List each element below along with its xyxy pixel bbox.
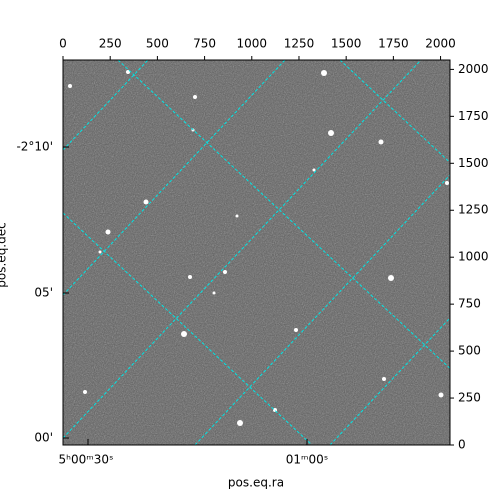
y-tick-label: 250 — [458, 391, 481, 405]
x-tick-label: 250 — [99, 37, 122, 51]
dec-tick-label: 05' — [34, 286, 53, 300]
sky-image — [63, 60, 450, 445]
y-axis-label: pos.eq.dec — [0, 222, 9, 287]
x-tick-label: 500 — [146, 37, 169, 51]
y-tick-label: 1500 — [458, 156, 489, 170]
x-tick-label: 1750 — [378, 37, 409, 51]
x-tick-label: 1500 — [331, 37, 362, 51]
x-tick-label: 0 — [59, 37, 67, 51]
y-tick-label: 1750 — [458, 109, 489, 123]
x-tick-label: 1250 — [284, 37, 315, 51]
y-tick-label: 0 — [458, 438, 466, 452]
x-tick-label: 2000 — [425, 37, 456, 51]
plot-frame — [62, 59, 451, 446]
y-tick-label: 1250 — [458, 203, 489, 217]
ra-tick-label: 01ᵐ00ˢ — [286, 453, 329, 467]
dec-tick-label: 00' — [34, 431, 53, 445]
x-tick-label: 1000 — [237, 37, 268, 51]
dec-tick-label: -2°10' — [16, 140, 53, 154]
wcs-grid — [63, 60, 450, 445]
y-tick-label: 750 — [458, 297, 481, 311]
wcs-ticks — [63, 146, 308, 445]
y-tick-label: 1000 — [458, 250, 489, 264]
stars — [68, 70, 449, 426]
ra-tick-label: 5ʰ00ᵐ30ˢ — [59, 453, 114, 467]
x-axis-label: pos.eq.ra — [228, 476, 284, 490]
y-tick-label: 2000 — [458, 62, 489, 76]
x-tick-label: 750 — [193, 37, 216, 51]
y-tick-label: 500 — [458, 344, 481, 358]
